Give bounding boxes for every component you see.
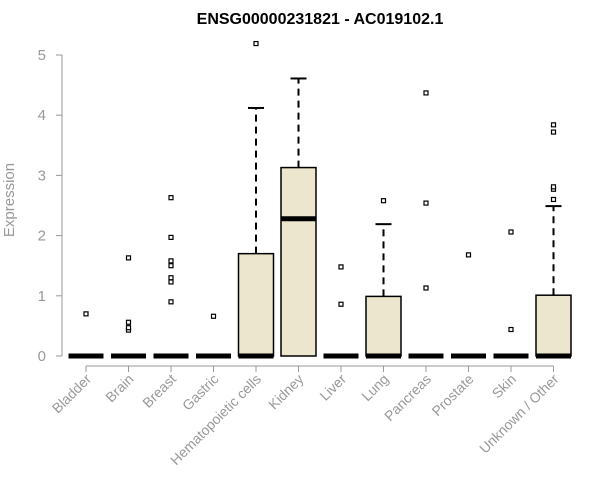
outlier-point [550,122,557,128]
y-tick-label: 2 [38,228,46,245]
outlier-point [168,258,174,264]
outlier-point [83,311,89,317]
box-body [237,252,275,357]
outlier-point [168,279,174,285]
box-unknown-other [535,122,572,359]
y-tick-label: 4 [38,107,46,124]
y-axis-label: Expression [1,163,18,237]
outlier-point [168,275,174,281]
outlier-point [168,263,174,269]
y-tick-label: 0 [38,348,46,365]
y-tick-label: 5 [38,47,46,64]
box-gastric [196,313,231,359]
box-skin [493,229,529,359]
outlier-point [423,90,429,96]
chart-title: ENSG00000231821 - AC019102.1 [197,11,444,28]
x-tick-label: Unknown / Other [476,371,562,457]
box-prostate [451,252,486,359]
outlier-point [210,313,217,319]
box-kidney [280,77,317,357]
outlier-point [508,229,514,235]
box-breast [153,195,189,359]
outlier-point [338,301,344,307]
box-body [280,166,317,357]
box-body [365,295,402,357]
box-brain [111,255,146,359]
x-tick-label: Lung [358,371,391,404]
y-axis: 0 1 2 3 4 5 [38,47,63,365]
x-tick-label: Breast [139,371,179,411]
outlier-point [380,198,387,204]
x-tick-label: Skin [489,371,520,402]
outlier-point [423,285,429,291]
x-tick-label: Brain [102,371,136,405]
outlier-point [550,196,557,203]
x-tick-label: Kidney [265,371,307,413]
x-tick-label: Bladder [49,371,95,417]
y-tick-label: 1 [38,288,46,305]
box-bladder [68,311,104,359]
box-body [535,294,572,357]
outlier-point [168,299,174,305]
outlier-point [550,129,557,135]
boxes-group [68,40,572,359]
outlier-point [125,255,132,261]
outlier-point [423,200,429,206]
outlier-point [125,319,132,325]
box-pancreas [408,90,444,359]
outlier-point [168,234,174,241]
outlier-point [253,40,259,47]
box-liver [323,264,359,359]
outlier-point [508,326,514,333]
outlier-point [168,195,174,201]
outlier-point [338,264,344,270]
outlier-point [550,184,557,190]
y-tick-label: 3 [38,167,46,184]
x-tick-label: Liver [316,371,349,404]
x-tick-label: Prostate [428,371,476,419]
outlier-point [125,325,132,331]
box-hematopoietic-cells [237,40,275,359]
outlier-point [465,252,472,258]
box-lung [365,198,402,359]
x-tick-label: Pancreas [381,371,434,424]
